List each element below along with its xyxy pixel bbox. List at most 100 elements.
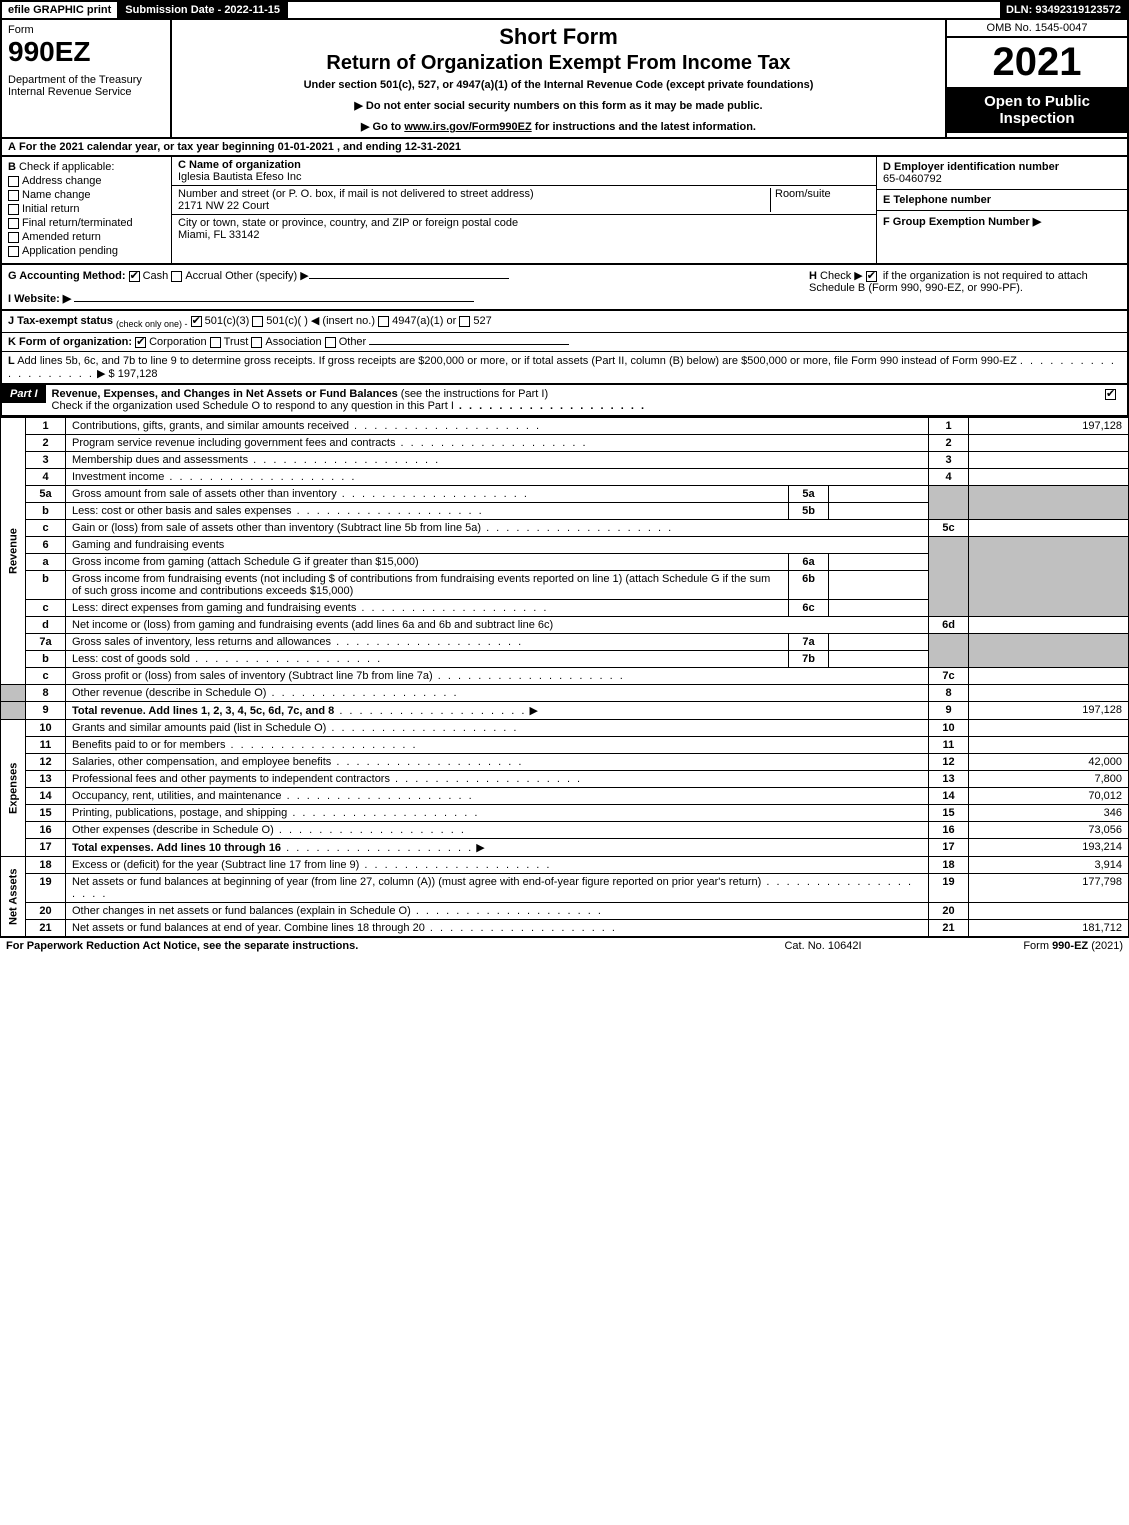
line-21: 21Net assets or fund balances at end of …: [1, 920, 1129, 937]
ein-value: 65-0460792: [883, 173, 942, 185]
open-to-public: Open to Public Inspection: [947, 87, 1127, 133]
chk-other-org[interactable]: [325, 337, 336, 348]
g-label: G Accounting Method:: [8, 270, 126, 282]
section-i: I Website: ▶: [8, 292, 801, 305]
section-a-text: For the 2021 calendar year, or tax year …: [19, 141, 461, 153]
part-1-label: Part I: [2, 385, 46, 403]
return-title: Return of Organization Exempt From Incom…: [180, 52, 937, 75]
section-b: B Check if applicable: Address change Na…: [2, 157, 172, 263]
subtitle: Under section 501(c), 527, or 4947(a)(1)…: [180, 79, 937, 91]
header-left: Form 990EZ Department of the Treasury In…: [2, 20, 172, 137]
i-label: I Website: ▶: [8, 293, 71, 305]
header-right: OMB No. 1545-0047 2021 Open to Public In…: [947, 20, 1127, 137]
line-15: 15Printing, publications, postage, and s…: [1, 805, 1129, 822]
note-link: ▶ Go to www.irs.gov/Form990EZ for instru…: [180, 120, 937, 133]
j-sub: (check only one) -: [116, 319, 188, 329]
form-header: Form 990EZ Department of the Treasury In…: [0, 20, 1129, 139]
l-text: Add lines 5b, 6c, and 7b to line 9 to de…: [17, 355, 1017, 367]
section-b-label: B: [8, 161, 16, 173]
irs-link[interactable]: www.irs.gov/Form990EZ: [404, 121, 531, 133]
d-label: D Employer identification number: [883, 161, 1059, 173]
line-12: 12Salaries, other compensation, and empl…: [1, 754, 1129, 771]
section-l: L Add lines 5b, 6c, and 7b to line 9 to …: [2, 352, 1127, 383]
line-7a: 7aGross sales of inventory, less returns…: [1, 634, 1129, 651]
line-10: Expenses 10Grants and similar amounts pa…: [1, 720, 1129, 737]
f-label: F Group Exemption Number ▶: [883, 216, 1041, 228]
note-link-suffix: for instructions and the latest informat…: [532, 121, 756, 133]
c-city-label: City or town, state or province, country…: [178, 217, 518, 229]
chk-cash[interactable]: [129, 271, 140, 282]
line-4: 4Investment income4: [1, 469, 1129, 486]
section-bcdef: B Check if applicable: Address change Na…: [0, 157, 1129, 265]
org-street: 2171 NW 22 Court: [178, 200, 269, 212]
chk-initial-return[interactable]: Initial return: [8, 203, 165, 215]
chk-527[interactable]: [459, 316, 470, 327]
chk-trust[interactable]: [210, 337, 221, 348]
section-c: C Name of organizationIglesia Bautista E…: [172, 157, 877, 263]
part-1-sub: (see the instructions for Part I): [401, 388, 548, 400]
org-other-input[interactable]: [369, 344, 569, 345]
chk-amended-return[interactable]: Amended return: [8, 231, 165, 243]
line-5a: 5aGross amount from sale of assets other…: [1, 486, 1129, 503]
line-9: 9Total revenue. Add lines 1, 2, 3, 4, 5c…: [1, 702, 1129, 720]
chk-application-pending[interactable]: Application pending: [8, 245, 165, 257]
section-a-label: A: [8, 141, 16, 153]
department-label: Department of the Treasury Internal Reve…: [8, 74, 164, 98]
org-city: Miami, FL 33142: [178, 229, 260, 241]
line-19: 19Net assets or fund balances at beginni…: [1, 874, 1129, 903]
omb-number: OMB No. 1545-0047: [947, 20, 1127, 38]
revenue-label: Revenue: [1, 418, 26, 685]
part-1-table: Revenue 1Contributions, gifts, grants, a…: [0, 417, 1129, 937]
c-name-label: C Name of organization: [178, 159, 301, 171]
chk-schedule-b-not-required[interactable]: [866, 271, 877, 282]
form-label: Form: [8, 24, 164, 36]
topbar-spacer: [288, 2, 1000, 18]
part-1-check-text: Check if the organization used Schedule …: [52, 400, 454, 412]
top-bar: efile GRAPHIC print Submission Date - 20…: [0, 0, 1129, 20]
footer-catalog: Cat. No. 10642I: [723, 940, 923, 952]
efile-label[interactable]: efile GRAPHIC print: [2, 2, 119, 18]
form-number: 990EZ: [8, 36, 164, 68]
section-k: K Form of organization: Corporation Trus…: [2, 333, 1127, 352]
room-suite-label: Room/suite: [770, 188, 870, 212]
line-17: 17Total expenses. Add lines 10 through 1…: [1, 839, 1129, 857]
line-3: 3Membership dues and assessments3: [1, 452, 1129, 469]
line-18: Net Assets 18Excess or (deficit) for the…: [1, 857, 1129, 874]
chk-4947a1[interactable]: [378, 316, 389, 327]
chk-corporation[interactable]: [135, 337, 146, 348]
section-g: G Accounting Method: Cash Accrual Other …: [8, 269, 801, 282]
line-1: Revenue 1Contributions, gifts, grants, a…: [1, 418, 1129, 435]
footer-form-ref: Form 990-EZ (2021): [923, 940, 1123, 952]
dln-label: DLN: 93492319123572: [1000, 2, 1127, 18]
line-20: 20Other changes in net assets or fund ba…: [1, 903, 1129, 920]
website-input[interactable]: [74, 301, 474, 302]
section-def: D Employer identification number65-04607…: [877, 157, 1127, 263]
e-label: E Telephone number: [883, 194, 991, 206]
accounting-other-input[interactable]: [309, 278, 509, 279]
chk-schedule-o-part1[interactable]: [1105, 389, 1116, 400]
chk-accrual[interactable]: [171, 271, 182, 282]
org-name: Iglesia Bautista Efeso Inc: [178, 171, 302, 183]
line-13: 13Professional fees and other payments t…: [1, 771, 1129, 788]
chk-final-return[interactable]: Final return/terminated: [8, 217, 165, 229]
part-1-header: Part I Revenue, Expenses, and Changes in…: [0, 385, 1129, 417]
c-street-label: Number and street (or P. O. box, if mail…: [178, 188, 534, 200]
netassets-label: Net Assets: [1, 857, 26, 937]
line-2: 2Program service revenue including gover…: [1, 435, 1129, 452]
chk-address-change[interactable]: Address change: [8, 175, 165, 187]
chk-name-change[interactable]: Name change: [8, 189, 165, 201]
section-b-title: Check if applicable:: [19, 161, 114, 173]
line-16: 16Other expenses (describe in Schedule O…: [1, 822, 1129, 839]
h-label: H: [809, 270, 817, 282]
section-a: A For the 2021 calendar year, or tax yea…: [0, 139, 1129, 157]
chk-501c-other[interactable]: [252, 316, 263, 327]
chk-association[interactable]: [251, 337, 262, 348]
line-14: 14Occupancy, rent, utilities, and mainte…: [1, 788, 1129, 805]
expenses-label: Expenses: [1, 720, 26, 857]
k-label: K Form of organization:: [8, 336, 132, 348]
chk-501c3[interactable]: [191, 316, 202, 327]
h-text1: Check ▶: [820, 270, 863, 282]
footer-notice: For Paperwork Reduction Act Notice, see …: [6, 940, 723, 952]
line-11: 11Benefits paid to or for members11: [1, 737, 1129, 754]
submission-date: Submission Date - 2022-11-15: [119, 2, 288, 18]
